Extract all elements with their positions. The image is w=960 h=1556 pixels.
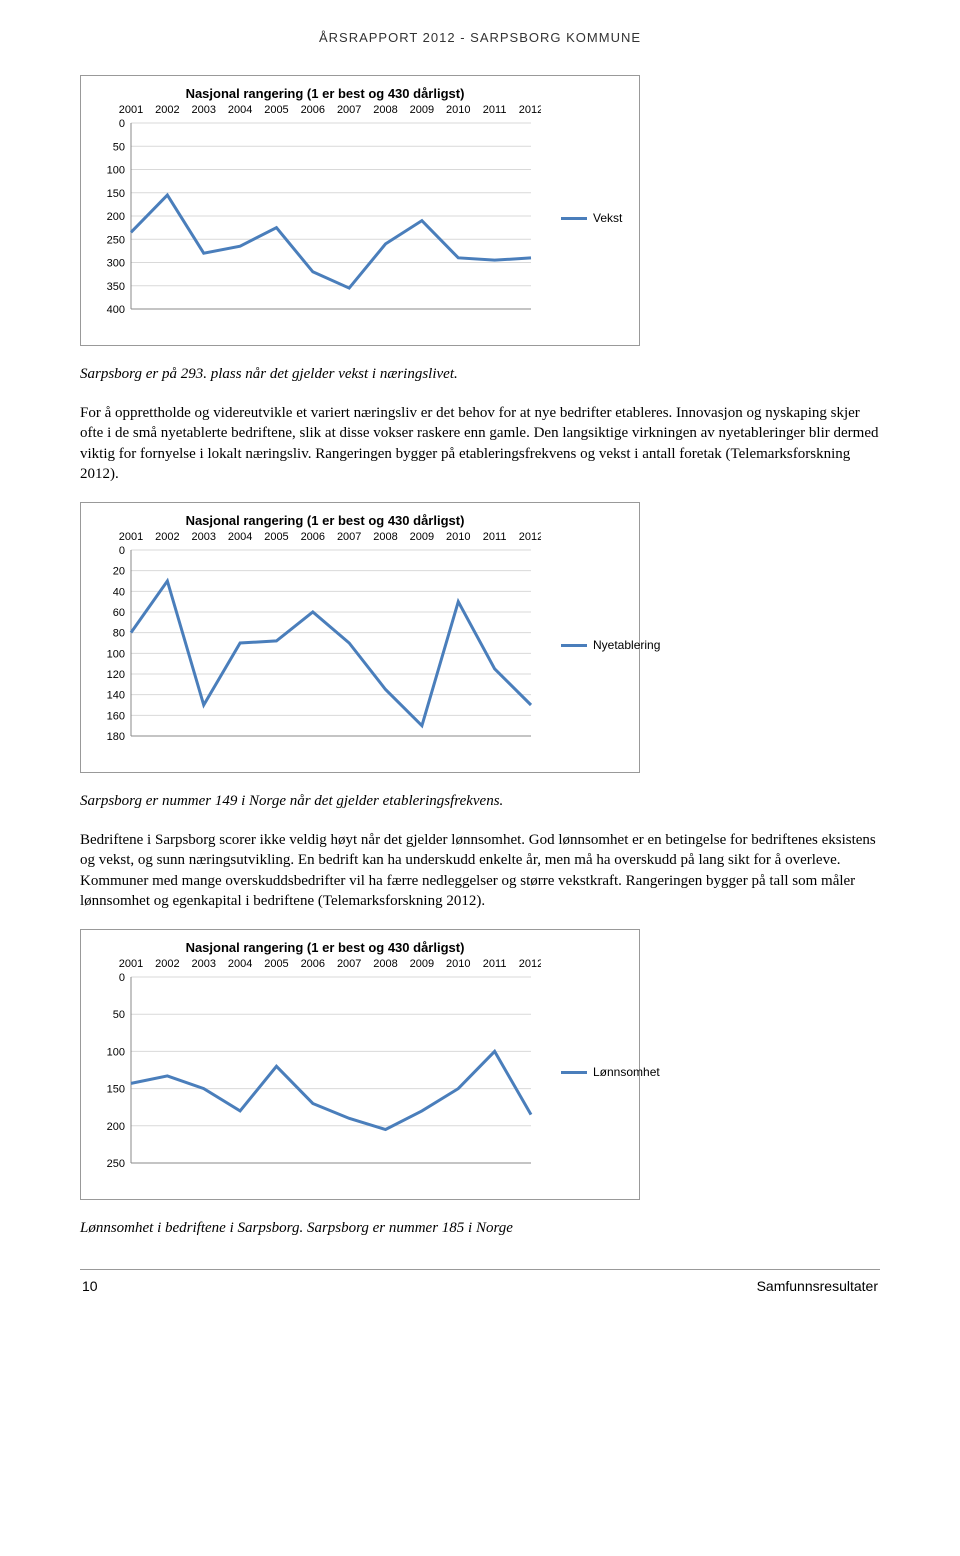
legend-label: Vekst [593, 211, 622, 225]
plot-area: 2001200220032004200520062007200820092010… [91, 528, 541, 762]
svg-text:350: 350 [107, 281, 125, 293]
svg-text:2012: 2012 [519, 104, 541, 116]
svg-text:2010: 2010 [446, 958, 470, 970]
svg-text:100: 100 [107, 1046, 125, 1058]
svg-text:120: 120 [107, 669, 125, 681]
chart-vekst: Nasjonal rangering (1 er best og 430 dår… [80, 75, 640, 346]
svg-text:200: 200 [107, 211, 125, 223]
svg-text:0: 0 [119, 118, 125, 130]
legend-swatch [561, 1071, 587, 1074]
svg-text:2006: 2006 [301, 531, 325, 543]
chart-title: Nasjonal rangering (1 er best og 430 dår… [91, 86, 629, 101]
svg-text:2012: 2012 [519, 531, 541, 543]
legend-label: Lønnsomhet [593, 1065, 660, 1079]
svg-text:2006: 2006 [301, 104, 325, 116]
svg-text:2011: 2011 [483, 531, 507, 543]
legend-swatch [561, 217, 587, 220]
svg-text:0: 0 [119, 545, 125, 557]
svg-text:50: 50 [113, 141, 125, 153]
svg-text:2001: 2001 [119, 958, 143, 970]
svg-text:250: 250 [107, 1158, 125, 1170]
chart-legend: Vekst [561, 211, 622, 225]
svg-text:140: 140 [107, 690, 125, 702]
legend-label: Nyetablering [593, 638, 660, 652]
svg-text:60: 60 [113, 607, 125, 619]
svg-text:180: 180 [107, 731, 125, 743]
svg-text:40: 40 [113, 586, 125, 598]
svg-text:2002: 2002 [155, 531, 179, 543]
chart-caption: Lønnsomhet i bedriftene i Sarpsborg. Sar… [80, 1218, 880, 1239]
chart-lonnsomhet: Nasjonal rangering (1 er best og 430 dår… [80, 929, 640, 1200]
chart-body: 2001 2002 2003 2004 2005 2006 2007 2008 2009 2010… [91, 955, 629, 1189]
legend-swatch [561, 644, 587, 647]
page-number: 10 [82, 1278, 98, 1294]
svg-text:2005: 2005 [264, 958, 288, 970]
plot-area: 2001 2002 2003 2004 2005 2006 2007 2008 2009 2010… [91, 101, 541, 335]
svg-text:0: 0 [119, 972, 125, 984]
body-paragraph: Bedriftene i Sarpsborg scorer ikke veldi… [80, 830, 880, 911]
svg-text:150: 150 [107, 188, 125, 200]
svg-text:2009: 2009 [410, 531, 434, 543]
svg-text:2003: 2003 [191, 104, 215, 116]
svg-text:2003: 2003 [191, 531, 215, 543]
svg-text:2002: 2002 [155, 958, 179, 970]
svg-text:2007: 2007 [337, 958, 361, 970]
svg-text:2011: 2011 [483, 958, 507, 970]
svg-text:2009: 2009 [410, 958, 434, 970]
svg-text:160: 160 [107, 710, 125, 722]
svg-text:80: 80 [113, 628, 125, 640]
chart-legend: Nyetablering [561, 638, 660, 652]
svg-text:2011: 2011 [483, 104, 507, 116]
plot-area: 2001 2002 2003 2004 2005 2006 2007 2008 2009 2010… [91, 955, 541, 1189]
svg-text:300: 300 [107, 258, 125, 270]
svg-text:50: 50 [113, 1009, 125, 1021]
svg-text:2010: 2010 [446, 104, 470, 116]
svg-text:2004: 2004 [228, 104, 252, 116]
svg-text:400: 400 [107, 304, 125, 316]
chart-nyetablering: Nasjonal rangering (1 er best og 430 dår… [80, 502, 640, 773]
page-header: ÅRSRAPPORT 2012 - SARPSBORG KOMMUNE [80, 30, 880, 45]
svg-text:2005: 2005 [264, 531, 288, 543]
svg-text:2007: 2007 [337, 104, 361, 116]
svg-text:2002: 2002 [155, 104, 179, 116]
chart-title: Nasjonal rangering (1 er best og 430 dår… [91, 513, 629, 528]
chart-body: 2001 2002 2003 2004 2005 2006 2007 2008 2009 2010… [91, 101, 629, 335]
document-page: ÅRSRAPPORT 2012 - SARPSBORG KOMMUNE Nasj… [0, 0, 960, 1324]
svg-text:200: 200 [107, 1121, 125, 1133]
svg-text:2009: 2009 [410, 104, 434, 116]
svg-text:2008: 2008 [373, 531, 397, 543]
svg-text:2008: 2008 [373, 958, 397, 970]
svg-text:20: 20 [113, 566, 125, 578]
svg-text:2008: 2008 [373, 104, 397, 116]
page-footer: 10 Samfunnsresultater [80, 1278, 880, 1304]
footer-divider [80, 1269, 880, 1270]
body-paragraph: For å opprettholde og videreutvikle et v… [80, 403, 880, 484]
svg-text:2007: 2007 [337, 531, 361, 543]
svg-text:2004: 2004 [228, 531, 252, 543]
svg-text:2012: 2012 [519, 958, 541, 970]
svg-text:150: 150 [107, 1084, 125, 1096]
svg-text:2004: 2004 [228, 958, 252, 970]
svg-text:2003: 2003 [191, 958, 215, 970]
section-title: Samfunnsresultater [757, 1278, 878, 1294]
svg-text:2006: 2006 [301, 958, 325, 970]
svg-text:100: 100 [107, 648, 125, 660]
svg-text:2001: 2001 [119, 104, 143, 116]
svg-text:2005: 2005 [264, 104, 288, 116]
chart-body: 2001200220032004200520062007200820092010… [91, 528, 629, 762]
chart-title: Nasjonal rangering (1 er best og 430 dår… [91, 940, 629, 955]
svg-text:2010: 2010 [446, 531, 470, 543]
svg-text:100: 100 [107, 165, 125, 177]
svg-text:2001: 2001 [119, 531, 143, 543]
chart-caption: Sarpsborg er på 293. plass når det gjeld… [80, 364, 880, 385]
chart-caption: Sarpsborg er nummer 149 i Norge når det … [80, 791, 880, 812]
chart-legend: Lønnsomhet [561, 1065, 660, 1079]
svg-text:250: 250 [107, 234, 125, 246]
